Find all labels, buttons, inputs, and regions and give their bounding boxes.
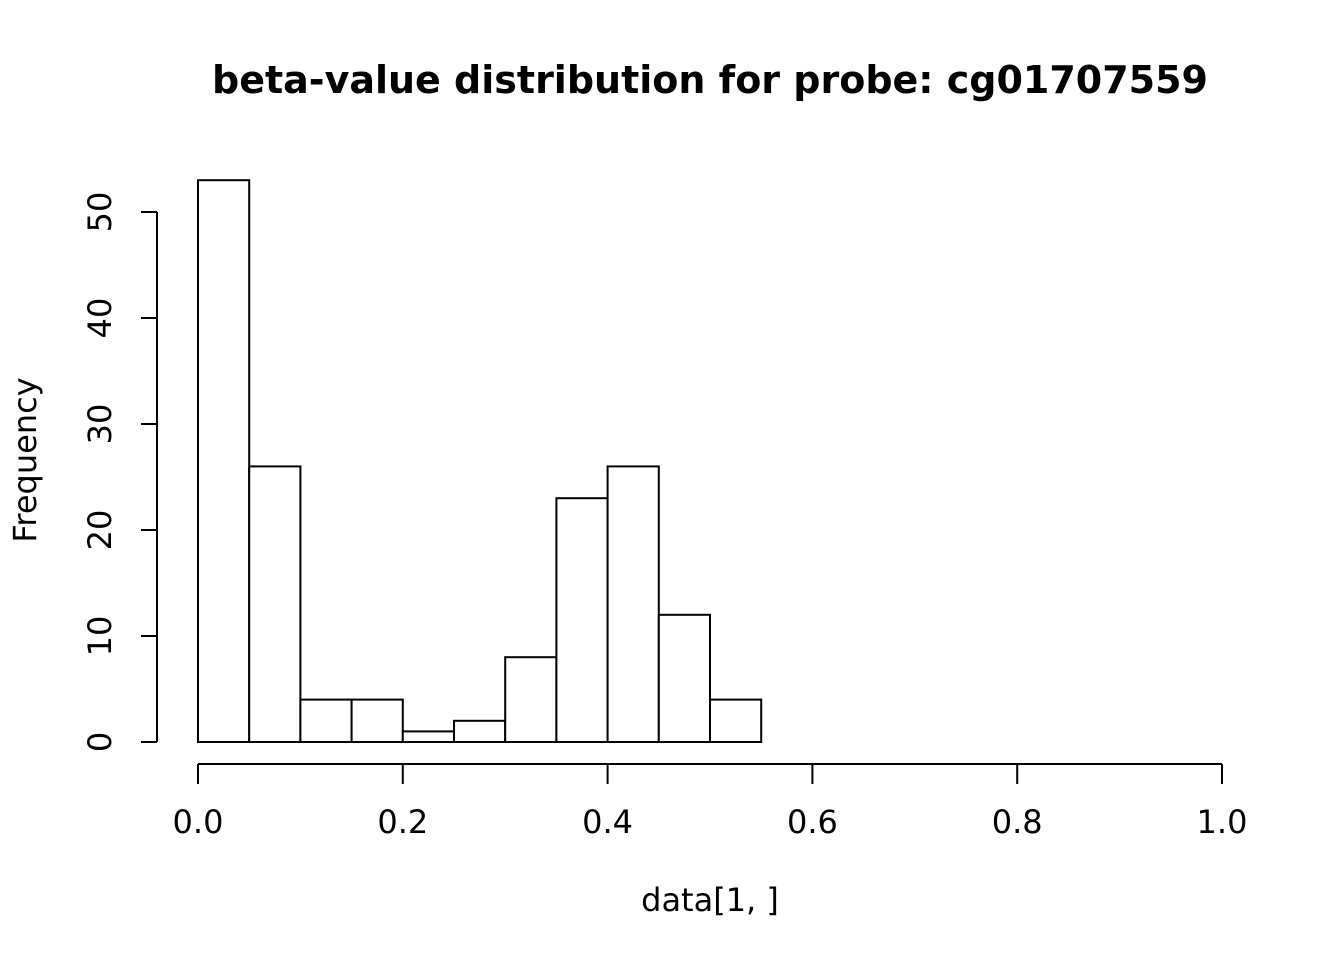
x-tick-label: 0.8 — [992, 803, 1043, 841]
y-tick-label: 50 — [81, 192, 119, 233]
x-axis: 0.0 0.2 0.4 0.6 0.8 1.0 — [173, 763, 1248, 841]
histogram-bar — [197, 179, 251, 743]
histogram-bar — [453, 719, 507, 743]
histogram-bar — [555, 497, 609, 744]
histogram-bar — [350, 698, 404, 743]
y-axis: 0 10 20 30 40 50 — [81, 192, 158, 752]
histogram-bar — [504, 656, 558, 744]
histogram-bar — [657, 613, 711, 743]
histogram-bar — [401, 730, 455, 744]
histogram-bar — [606, 465, 660, 743]
x-tick-label: 0.4 — [582, 803, 633, 841]
x-tick-label: 0.6 — [787, 803, 838, 841]
y-axis-label: Frequency — [6, 377, 44, 542]
histogram-bar — [248, 465, 302, 743]
chart-title: beta-value distribution for probe: cg017… — [212, 58, 1208, 102]
y-tick-label: 30 — [81, 404, 119, 445]
x-tick-label: 1.0 — [1197, 803, 1248, 841]
histogram-bar — [299, 698, 353, 743]
y-tick-label: 0 — [81, 732, 119, 752]
y-tick-label: 40 — [81, 298, 119, 339]
y-tick-label: 20 — [81, 510, 119, 551]
x-axis-label: data[1, ] — [641, 881, 779, 919]
histogram-bars — [197, 179, 763, 744]
x-tick-label: 0.2 — [377, 803, 428, 841]
x-tick-label: 0.0 — [173, 803, 224, 841]
y-tick-label: 10 — [81, 616, 119, 657]
histogram-bar — [709, 698, 763, 743]
